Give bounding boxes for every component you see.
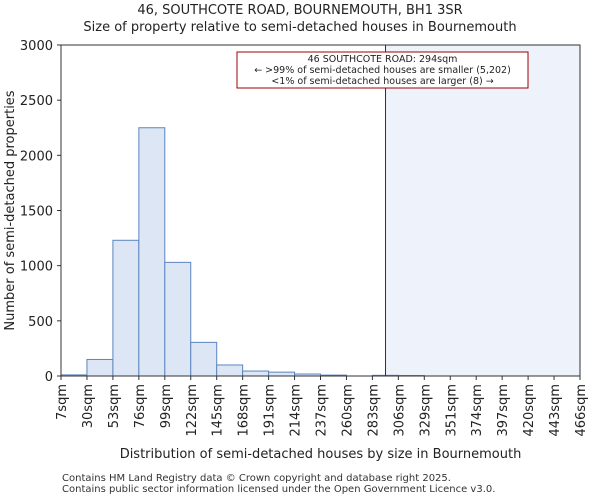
x-tick-label: 260sqm — [340, 384, 355, 437]
bars — [60, 127, 425, 377]
x-tick-label: 329sqm — [418, 384, 433, 437]
x-tick-label: 443sqm — [548, 384, 563, 437]
x-tick-label: 99sqm — [159, 384, 174, 428]
bar-76sqm — [138, 127, 166, 377]
annotation-line-1: 46 SOUTHCOTE ROAD: 294sqm — [308, 54, 458, 65]
y-tick-label: 1000 — [20, 260, 53, 275]
x-tick-label: 306sqm — [392, 384, 407, 437]
chart-title: 46, SOUTHCOTE ROAD, BOURNEMOUTH, BH1 3SR — [137, 3, 463, 18]
bar-122sqm — [190, 341, 218, 377]
x-tick-label: 7sqm — [55, 384, 70, 420]
x-tick-label: 374sqm — [470, 384, 485, 437]
y-axis-label: Number of semi-detached properties — [3, 90, 18, 330]
x-tick-label: 191sqm — [263, 384, 278, 437]
y-tick-label: 2500 — [20, 94, 53, 109]
x-tick-label: 420sqm — [522, 384, 537, 437]
x-tick-label: 30sqm — [81, 384, 96, 428]
footer-line-1: Contains HM Land Registry data © Crown c… — [62, 473, 451, 484]
x-tick-label: 53sqm — [107, 384, 122, 428]
y-tick-label: 3000 — [20, 39, 53, 54]
bar-99sqm — [164, 261, 192, 377]
chart-subtitle: Size of property relative to semi-detach… — [83, 20, 517, 35]
x-tick-label: 351sqm — [444, 384, 459, 437]
x-tick-label: 466sqm — [574, 384, 589, 437]
annotation-frame — [236, 51, 529, 89]
footer: Contains HM Land Registry data © Crown c… — [62, 473, 495, 495]
x-tick-label: 397sqm — [496, 384, 511, 437]
footer-line-2: Contains public sector information licen… — [62, 484, 496, 495]
bar-53sqm — [112, 239, 140, 377]
annotation-line-3: <1% of semi-detached houses are larger (… — [271, 76, 493, 87]
x-tick-label: 145sqm — [211, 384, 226, 437]
x-tick-label: 76sqm — [133, 384, 148, 428]
chart-title-block: 46, SOUTHCOTE ROAD, BOURNEMOUTH, BH1 3SR… — [0, 2, 600, 36]
x-tick-label: 214sqm — [289, 384, 304, 437]
annotation-box: 46 SOUTHCOTE ROAD: 294sqm ← >99% of semi… — [236, 51, 529, 89]
x-tick-label: 122sqm — [185, 384, 200, 437]
x-tick-label: 283sqm — [366, 384, 381, 437]
axes: 0 500 1000 1500 2000 2500 3000 7sqm 30sqm 53sqm 76… — [20, 39, 589, 437]
x-tick-label: 237sqm — [315, 384, 330, 437]
bar-145sqm — [216, 364, 244, 377]
x-tick-label: 168sqm — [237, 384, 252, 437]
x-axis-label: Distribution of semi-detached houses by … — [120, 447, 522, 462]
chart: 0 500 1000 1500 2000 2500 3000 7sqm 30sqm 53sqm 76… — [3, 39, 589, 462]
y-tick-label: 2000 — [20, 149, 53, 164]
y-tick-label: 500 — [28, 315, 53, 330]
highlight-shade — [385, 45, 580, 376]
bar-30sqm — [86, 358, 114, 377]
bar-168sqm — [242, 370, 270, 377]
annotation-line-2: ← >99% of semi-detached houses are small… — [254, 65, 511, 76]
y-tick-label: 0 — [45, 370, 53, 385]
bar-191sqm — [268, 371, 296, 377]
y-tick-label: 1500 — [20, 205, 53, 220]
